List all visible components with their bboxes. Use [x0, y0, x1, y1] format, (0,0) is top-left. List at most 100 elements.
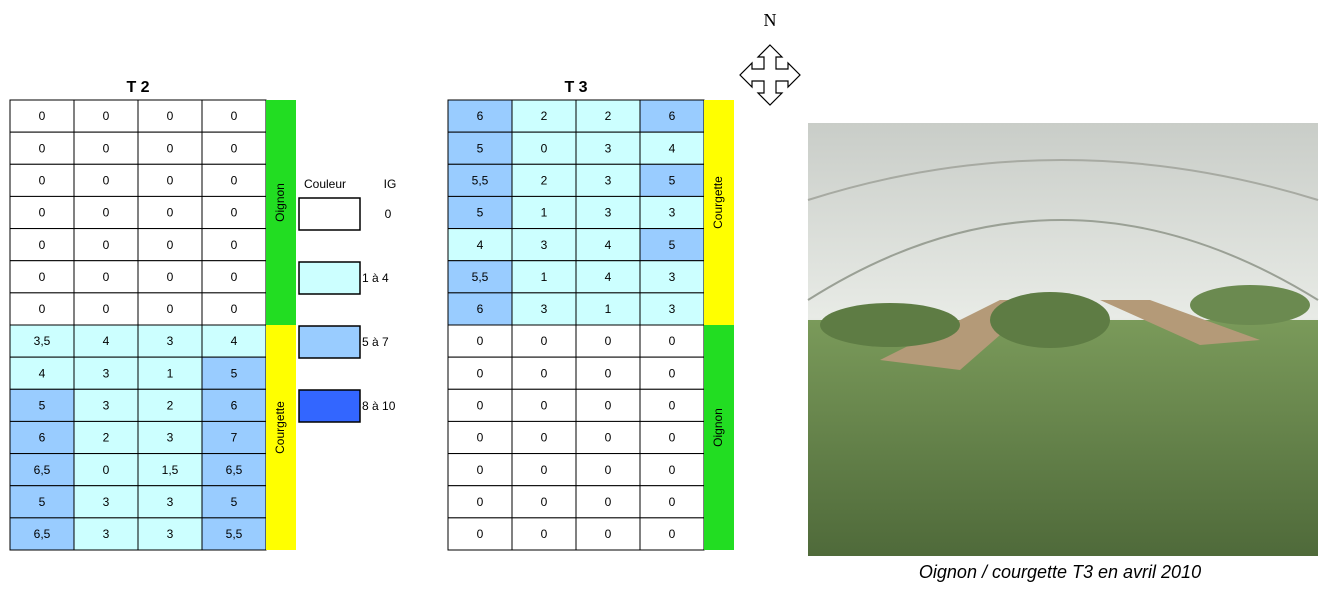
crop-label: Courgette: [711, 176, 725, 229]
cell-value: 0: [477, 495, 484, 509]
cell-value: 0: [477, 334, 484, 348]
cell-value: 4: [39, 366, 46, 380]
cell-value: 0: [103, 109, 110, 123]
cell-value: 0: [541, 366, 548, 380]
cell-value: 0: [541, 495, 548, 509]
cell-value: 0: [605, 495, 612, 509]
cell-value: 0: [103, 302, 110, 316]
cell-value: 0: [605, 366, 612, 380]
cell-value: 3: [541, 238, 548, 252]
crop-label: Oignon: [273, 183, 287, 222]
cell-value: 0: [605, 399, 612, 413]
cell-value: 2: [167, 399, 174, 413]
cell-value: 5: [39, 495, 46, 509]
cell-value: 0: [103, 270, 110, 284]
cell-value: 5,5: [472, 270, 489, 284]
cell-value: 0: [605, 334, 612, 348]
document: N Oignon / courgette T3 en avril 2010 T …: [0, 0, 1323, 585]
cell-value: 0: [39, 206, 46, 220]
cell-value: 3: [167, 527, 174, 541]
cell-value: 3: [103, 399, 110, 413]
legend-label: 0: [385, 207, 392, 221]
cell-value: 0: [167, 174, 174, 188]
table-title: T 3: [564, 79, 587, 96]
cell-value: 5: [39, 399, 46, 413]
cell-value: 6: [39, 431, 46, 445]
cell-value: 6,5: [34, 463, 51, 477]
cell-value: 2: [103, 431, 110, 445]
cell-value: 0: [541, 431, 548, 445]
cell-value: 3: [605, 174, 612, 188]
legend-swatch: [299, 198, 360, 230]
cell-value: 3: [541, 302, 548, 316]
cell-value: 1: [605, 302, 612, 316]
cell-value: 0: [39, 141, 46, 155]
cell-value: 3,5: [34, 334, 51, 348]
cell-value: 3: [669, 206, 676, 220]
table-title: T 2: [126, 79, 149, 96]
cell-value: 0: [541, 463, 548, 477]
cell-value: 3: [167, 431, 174, 445]
cell-value: 4: [605, 238, 612, 252]
cell-value: 0: [39, 238, 46, 252]
cell-value: 4: [231, 334, 238, 348]
cell-value: 0: [103, 463, 110, 477]
legend-header: IG: [384, 177, 397, 191]
cell-value: 1,5: [162, 463, 179, 477]
cell-value: 5: [231, 366, 238, 380]
cell-value: 0: [669, 463, 676, 477]
legend-header: Couleur: [304, 177, 346, 191]
cell-value: 6,5: [34, 527, 51, 541]
cell-value: 0: [39, 174, 46, 188]
cell-value: 6: [669, 109, 676, 123]
cell-value: 2: [605, 109, 612, 123]
cell-value: 0: [103, 174, 110, 188]
cell-value: 0: [231, 141, 238, 155]
cell-value: 0: [605, 463, 612, 477]
cell-value: 0: [477, 431, 484, 445]
cell-value: 5: [669, 238, 676, 252]
cell-value: 0: [167, 238, 174, 252]
cell-value: 0: [231, 174, 238, 188]
cell-value: 5,5: [226, 527, 243, 541]
cell-value: 4: [477, 238, 484, 252]
cell-value: 0: [477, 399, 484, 413]
cell-value: 6,5: [226, 463, 243, 477]
cell-value: 0: [669, 431, 676, 445]
cell-value: 7: [231, 431, 238, 445]
cell-value: 0: [669, 495, 676, 509]
cell-value: 2: [541, 174, 548, 188]
cell-value: 0: [231, 238, 238, 252]
cell-value: 0: [231, 109, 238, 123]
legend-swatch: [299, 262, 360, 294]
cell-value: 3: [669, 270, 676, 284]
cell-value: 0: [669, 399, 676, 413]
cell-value: 0: [231, 302, 238, 316]
cell-value: 0: [541, 141, 548, 155]
cell-value: 0: [39, 109, 46, 123]
cell-value: 3: [167, 495, 174, 509]
cell-value: 0: [39, 302, 46, 316]
cell-value: 0: [477, 463, 484, 477]
cell-value: 5: [231, 495, 238, 509]
photo-caption: Oignon / courgette T3 en avril 2010: [919, 562, 1201, 582]
cell-value: 0: [103, 238, 110, 252]
cell-value: 6: [477, 302, 484, 316]
legend-label: 8 à 10: [362, 399, 396, 413]
cell-value: 0: [167, 141, 174, 155]
cell-value: 0: [541, 527, 548, 541]
cell-value: 6: [231, 399, 238, 413]
legend-label: 5 à 7: [362, 335, 389, 349]
cell-value: 0: [167, 302, 174, 316]
cell-value: 5: [669, 174, 676, 188]
compass-icon: [740, 45, 800, 105]
cell-value: 0: [477, 527, 484, 541]
cell-value: 0: [231, 270, 238, 284]
page: { "tables": [ {"title": "T 2", "rows": […: [0, 0, 1323, 590]
legend-label: 1 à 4: [362, 271, 389, 285]
cell-value: 0: [669, 527, 676, 541]
cell-value: 3: [605, 141, 612, 155]
cell-value: 0: [605, 431, 612, 445]
cell-value: 1: [167, 366, 174, 380]
cell-value: 0: [541, 334, 548, 348]
